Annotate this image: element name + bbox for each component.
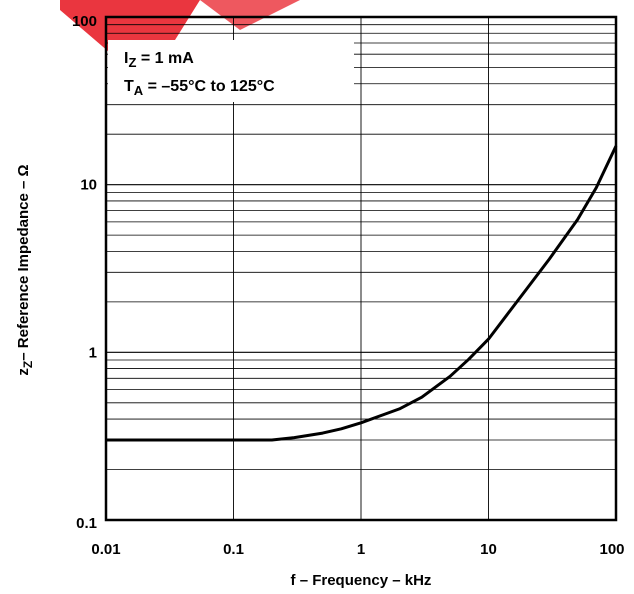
x-axis-title: f – Frequency – kHz — [291, 572, 432, 589]
y-tick-label: 10 — [80, 177, 97, 194]
x-tick-label: 0.01 — [91, 541, 120, 558]
annotation-box: IZ = 1 mA TA = –55°C to 125°C — [108, 40, 354, 102]
grid — [106, 17, 616, 520]
x-tick-label: 0.1 — [223, 541, 244, 558]
x-tick-labels: 0.01 0.1 1 10 100 — [91, 541, 624, 558]
y-tick-label: 1 — [89, 344, 97, 361]
series-layer — [106, 145, 618, 442]
x-tick-label: 1 — [357, 541, 365, 558]
x-tick-label: 10 — [480, 541, 497, 558]
y-axis-title: zZ– Reference Impedance – Ω — [15, 164, 35, 375]
y-tick-labels: 0.1 1 10 100 — [72, 13, 97, 532]
series-line — [106, 145, 618, 442]
x-tick-label: 100 — [599, 541, 624, 558]
plot-frame — [104, 15, 618, 522]
y-tick-label: 0.1 — [76, 515, 97, 532]
y-tick-label: 100 — [72, 13, 97, 30]
annotation-current: IZ = 1 mA — [124, 50, 194, 70]
annotation-temperature: TA = –55°C to 125°C — [124, 78, 275, 98]
